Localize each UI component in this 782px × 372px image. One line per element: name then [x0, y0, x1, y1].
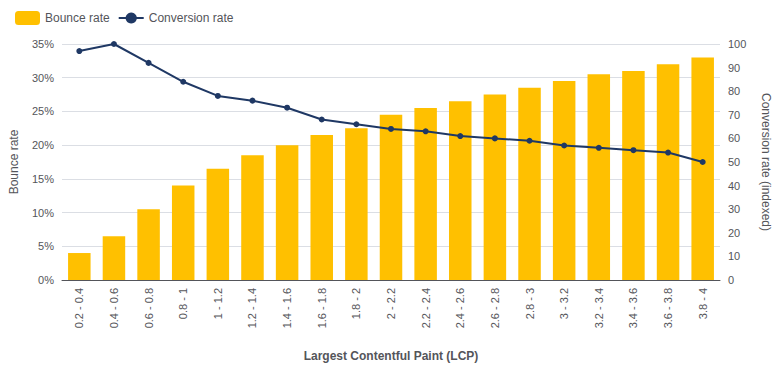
svg-text:30%: 30%: [32, 72, 54, 84]
svg-text:0.6 - 0.8: 0.6 - 0.8: [143, 288, 155, 328]
svg-text:1.2 - 1.4: 1.2 - 1.4: [246, 288, 258, 328]
svg-text:50: 50: [728, 156, 740, 168]
svg-text:70: 70: [728, 109, 740, 121]
svg-text:0: 0: [728, 274, 734, 286]
svg-text:90: 90: [728, 62, 740, 74]
svg-text:20: 20: [728, 227, 740, 239]
svg-text:25%: 25%: [32, 105, 54, 117]
svg-text:Bounce rate: Bounce rate: [45, 11, 110, 25]
svg-text:1.6 - 1.8: 1.6 - 1.8: [316, 288, 328, 328]
svg-text:2.8 - 3: 2.8 - 3: [524, 288, 536, 319]
svg-text:0.4 - 0.6: 0.4 - 0.6: [108, 288, 120, 328]
svg-text:5%: 5%: [38, 240, 54, 252]
svg-text:Largest Contentful Paint (LCP): Largest Contentful Paint (LCP): [304, 349, 479, 363]
svg-text:10: 10: [728, 250, 740, 262]
svg-text:3 - 3.2: 3 - 3.2: [558, 288, 570, 319]
svg-text:Bounce rate: Bounce rate: [7, 129, 21, 194]
svg-text:1.8 - 2: 1.8 - 2: [350, 288, 362, 319]
svg-text:Conversion rate (indexed): Conversion rate (indexed): [759, 93, 773, 231]
svg-text:3.8 - 4: 3.8 - 4: [697, 288, 709, 319]
svg-text:100: 100: [728, 38, 746, 50]
svg-text:2.6 - 2.8: 2.6 - 2.8: [489, 288, 501, 328]
svg-text:80: 80: [728, 85, 740, 97]
svg-text:10%: 10%: [32, 207, 54, 219]
svg-text:0.2 - 0.4: 0.2 - 0.4: [73, 288, 85, 328]
svg-text:3.6 - 3.8: 3.6 - 3.8: [662, 288, 674, 328]
svg-text:2.4 - 2.6: 2.4 - 2.6: [454, 288, 466, 328]
svg-text:30: 30: [728, 203, 740, 215]
svg-text:Conversion rate: Conversion rate: [149, 11, 234, 25]
svg-text:2 - 2.2: 2 - 2.2: [385, 288, 397, 319]
svg-text:0%: 0%: [38, 274, 54, 286]
svg-text:60: 60: [728, 132, 740, 144]
svg-text:0.8 - 1: 0.8 - 1: [177, 288, 189, 319]
svg-text:2.2 - 2.4: 2.2 - 2.4: [420, 288, 432, 328]
svg-text:15%: 15%: [32, 173, 54, 185]
svg-text:1 - 1.2: 1 - 1.2: [212, 288, 224, 319]
svg-text:3.4 - 3.6: 3.4 - 3.6: [627, 288, 639, 328]
svg-text:20%: 20%: [32, 139, 54, 151]
svg-text:35%: 35%: [32, 38, 54, 50]
svg-text:3.2 - 3.4: 3.2 - 3.4: [593, 288, 605, 328]
svg-text:1.4 - 1.6: 1.4 - 1.6: [281, 288, 293, 328]
svg-text:40: 40: [728, 180, 740, 192]
